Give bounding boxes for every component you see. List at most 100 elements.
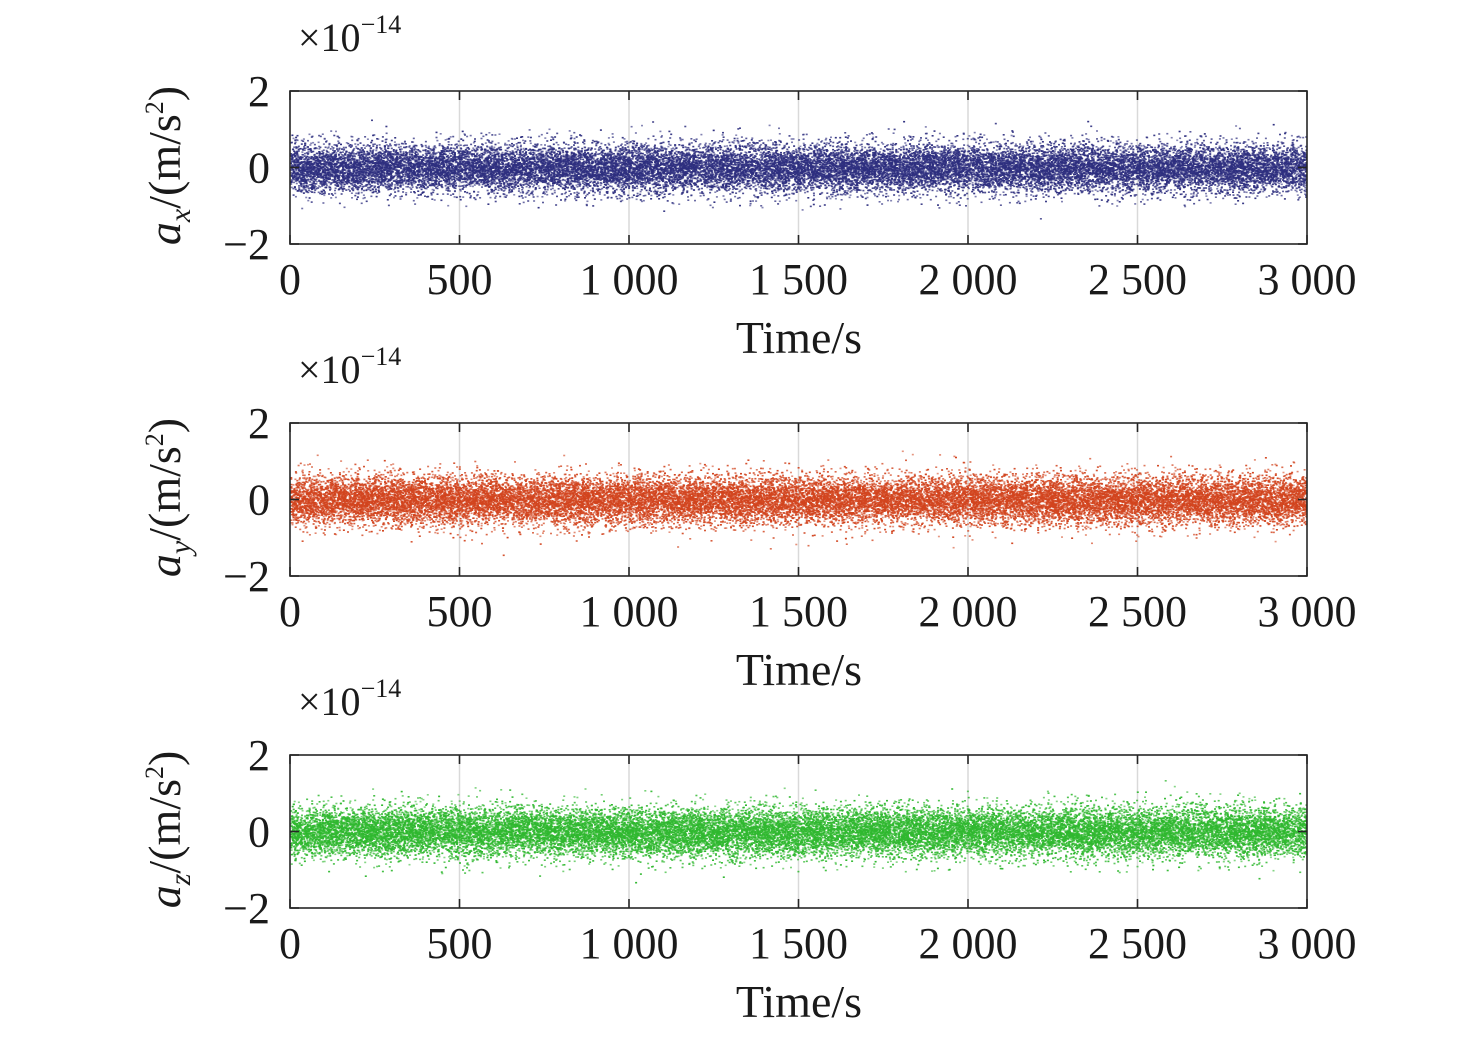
data-point [1116, 205, 1118, 207]
data-point [351, 197, 353, 199]
data-point [884, 150, 886, 152]
data-point [1193, 192, 1195, 194]
data-point [701, 188, 703, 190]
data-point [986, 152, 988, 154]
data-point [1071, 189, 1073, 191]
data-point [736, 148, 738, 150]
data-point [308, 157, 310, 159]
data-point [1284, 198, 1286, 200]
data-point [861, 140, 863, 142]
data-point [697, 177, 699, 179]
data-point [1142, 193, 1144, 195]
data-point [980, 134, 982, 136]
data-point [762, 207, 764, 209]
data-point [530, 143, 532, 145]
data-point [385, 142, 387, 144]
data-point [425, 141, 427, 143]
data-point [1163, 143, 1165, 145]
data-point [591, 142, 593, 144]
data-point [1209, 156, 1211, 158]
data-point [1219, 145, 1221, 147]
data-point [575, 200, 577, 202]
data-point [555, 158, 557, 160]
data-point [1190, 193, 1192, 195]
data-point [551, 172, 553, 174]
data-point [481, 138, 483, 140]
data-point [845, 194, 847, 196]
data-point [672, 184, 674, 186]
data-point [1004, 139, 1006, 141]
data-point [527, 200, 529, 202]
data-point [1189, 139, 1191, 141]
data-point [1026, 194, 1028, 196]
data-point [1026, 196, 1028, 198]
data-point [579, 134, 581, 136]
data-point [932, 135, 934, 137]
data-point [294, 139, 296, 141]
data-point [831, 196, 833, 198]
data-point [690, 138, 692, 140]
data-point [626, 143, 628, 145]
data-point [615, 147, 617, 149]
data-point [364, 147, 366, 149]
data-point [637, 193, 639, 195]
data-point [441, 187, 443, 189]
data-point [753, 195, 755, 197]
data-point [1039, 143, 1041, 145]
data-point [473, 197, 475, 199]
data-point [1239, 128, 1241, 130]
data-point [1096, 138, 1098, 140]
data-point [336, 180, 338, 182]
data-point [554, 192, 556, 194]
data-point [1248, 186, 1250, 188]
data-point [777, 195, 779, 197]
data-point [411, 154, 413, 156]
data-point [391, 182, 393, 184]
data-point [405, 183, 407, 185]
data-point [1093, 194, 1095, 196]
data-point [786, 199, 788, 201]
data-point [466, 145, 468, 147]
data-point [759, 190, 761, 192]
data-point [874, 186, 876, 188]
data-point [894, 129, 896, 131]
panel-x: 0 500 1 000 1 500 2 000 2 500 3 000−202Time/s×… [139, 10, 1357, 363]
data-point [599, 193, 601, 195]
data-point [653, 135, 655, 137]
data-point [764, 144, 766, 146]
data-point [907, 199, 909, 201]
data-point [930, 199, 932, 201]
data-point [1118, 143, 1120, 145]
data-point [738, 142, 740, 144]
data-point [314, 192, 316, 194]
data-point [309, 181, 311, 183]
data-point [830, 141, 832, 143]
data-point [1111, 191, 1113, 193]
data-point [409, 187, 411, 189]
data-point [1194, 186, 1196, 188]
data-point [357, 196, 359, 198]
data-point [354, 184, 356, 186]
data-point [761, 194, 763, 196]
data-point [507, 151, 509, 153]
data-point [749, 205, 751, 207]
data-point [843, 193, 845, 195]
data-point [929, 189, 931, 191]
data-point [371, 120, 373, 122]
data-point [968, 135, 970, 137]
data-point [717, 147, 719, 149]
data-point [428, 182, 430, 184]
data-point [509, 151, 511, 153]
data-point [1208, 186, 1210, 188]
data-point [755, 200, 757, 202]
data-point [779, 181, 781, 183]
data-point [539, 187, 541, 189]
data-point [1128, 151, 1130, 153]
data-point [1153, 135, 1155, 137]
data-point [950, 147, 952, 149]
data-point [1301, 148, 1303, 150]
data-point [291, 135, 293, 137]
data-point [523, 202, 525, 204]
data-point [541, 134, 543, 136]
data-point [1103, 138, 1105, 140]
